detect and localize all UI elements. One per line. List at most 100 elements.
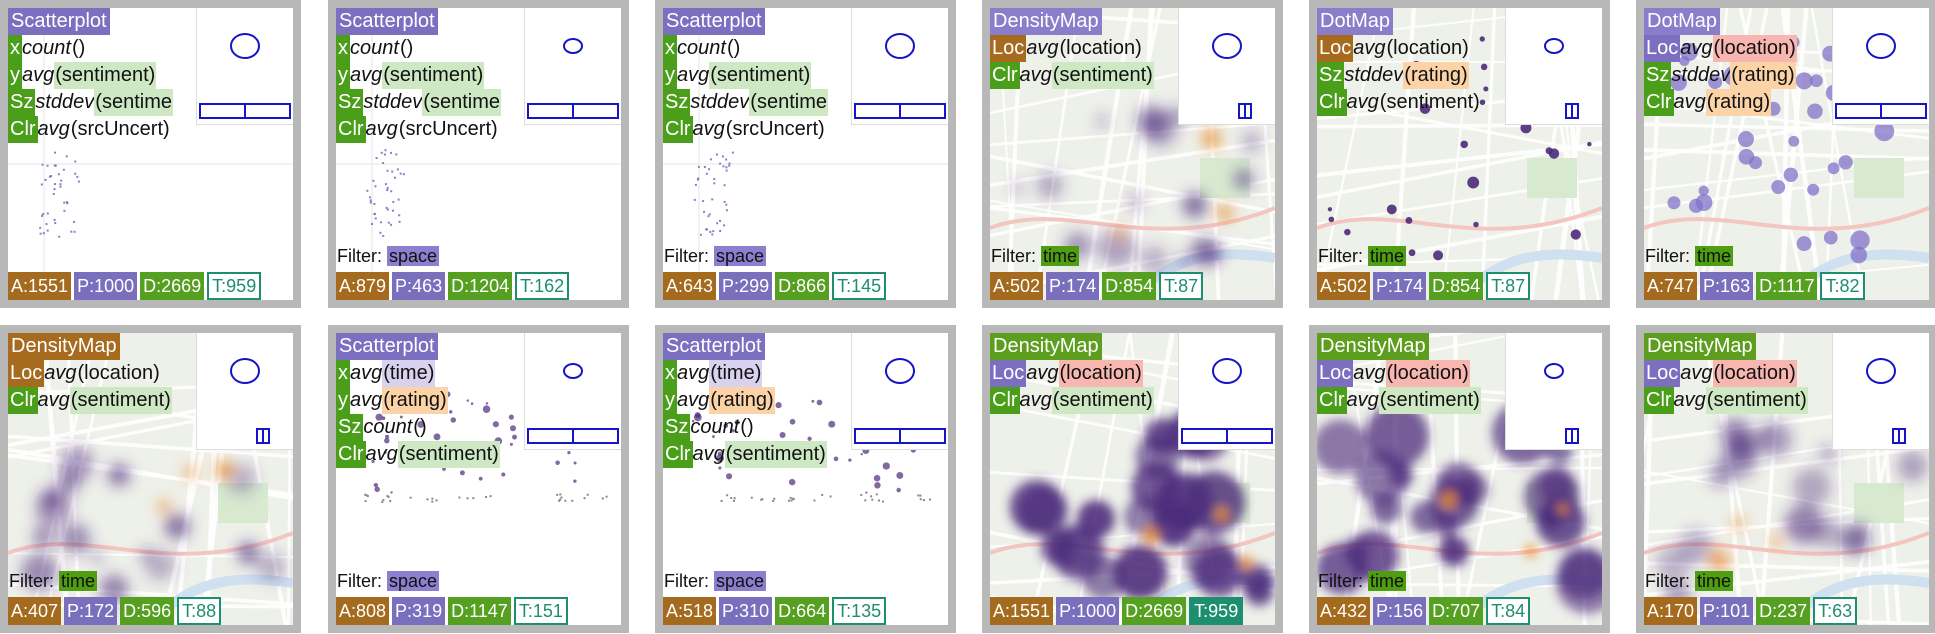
view-panel[interactable]: DensityMap Loc avg (location) Clr avg (sentime… xyxy=(1636,325,1935,633)
channel-chip[interactable]: x xyxy=(663,360,677,387)
channel-chip[interactable]: Clr xyxy=(336,441,366,468)
view-canvas[interactable]: Scatterplot x count() y avg (sentiment) Sz stdd… xyxy=(663,8,948,300)
field-name[interactable]: () xyxy=(413,416,427,438)
field-name[interactable]: (sentiment) xyxy=(1379,91,1480,113)
field-name[interactable]: (location) xyxy=(1712,360,1797,387)
minimap-panel[interactable] xyxy=(1505,333,1602,450)
view-canvas[interactable]: DensityMap Loc avg (location) Clr avg (sentime… xyxy=(990,8,1275,300)
aggregate-function[interactable]: avg xyxy=(37,389,70,411)
aggregate-function[interactable]: avg xyxy=(365,443,398,465)
view-panel[interactable]: DensityMap Loc avg (location) Clr avg (sentime… xyxy=(1309,325,1610,633)
encoding-row[interactable]: Sz count() xyxy=(663,414,827,441)
encoding-row[interactable]: y avg (rating) xyxy=(336,387,500,414)
channel-chip[interactable]: Loc xyxy=(990,35,1027,62)
minimap-panel[interactable] xyxy=(196,8,293,125)
channel-chip[interactable]: Sz xyxy=(336,414,364,441)
field-name[interactable]: (srcUncert) xyxy=(70,118,170,140)
aggregate-function[interactable]: avg xyxy=(22,64,55,86)
encoding-row[interactable]: Loc avg (location) xyxy=(8,360,172,387)
chart-type-title[interactable]: Scatterplot xyxy=(663,333,765,360)
view-canvas[interactable]: DensityMap Loc avg (location) Clr avg (sentime… xyxy=(1317,333,1602,625)
aggregate-function[interactable]: avg xyxy=(1353,37,1386,59)
encoding-row[interactable]: Loc avg (location) xyxy=(1317,360,1481,387)
channel-chip[interactable]: x xyxy=(336,35,350,62)
encoding-row[interactable]: Clr avg (sentiment) xyxy=(336,441,500,468)
selection-ellipse-icon[interactable] xyxy=(885,358,915,384)
selection-ellipse-icon[interactable] xyxy=(885,33,915,59)
aggregate-function[interactable]: avg xyxy=(365,118,398,140)
aggregate-function[interactable]: avg xyxy=(1026,37,1059,59)
channel-chip[interactable]: Sz xyxy=(1317,62,1345,89)
aggregate-function[interactable]: avg xyxy=(1353,362,1386,384)
channel-chip[interactable]: y xyxy=(336,387,350,414)
view-canvas[interactable]: Scatterplot x avg (time) y avg (rating) Sz count… xyxy=(336,333,621,625)
field-name[interactable]: (location) xyxy=(1386,37,1469,59)
channel-chip[interactable]: Clr xyxy=(663,441,693,468)
field-name[interactable]: () xyxy=(726,37,741,59)
minimap-panel[interactable] xyxy=(524,8,621,125)
chart-type-title[interactable]: DensityMap xyxy=(990,8,1102,35)
channel-chip[interactable]: Clr xyxy=(1317,89,1347,116)
encoding-row[interactable]: Sz count() xyxy=(336,414,500,441)
channel-chip[interactable]: Loc xyxy=(1644,35,1681,62)
minimap-panel[interactable] xyxy=(524,333,621,450)
encoding-row[interactable]: y avg (sentiment) xyxy=(8,62,173,89)
view-panel[interactable]: DotMap Loc avg (location) Sz stddev (rating) Cl… xyxy=(1309,0,1610,308)
channel-chip[interactable]: Sz xyxy=(663,89,691,116)
field-name[interactable]: (sentiment) xyxy=(382,62,485,89)
selection-ellipse-icon[interactable] xyxy=(1212,33,1242,59)
filter-chip[interactable]: space xyxy=(714,571,767,591)
field-name[interactable]: (sentime xyxy=(422,89,501,116)
channel-chip[interactable]: Loc xyxy=(8,360,45,387)
filter-chip[interactable]: time xyxy=(1041,246,1080,266)
channel-chip[interactable]: x xyxy=(336,360,350,387)
channel-chip[interactable]: y xyxy=(663,62,677,89)
field-name[interactable]: (srcUncert) xyxy=(725,118,825,140)
field-name[interactable]: () xyxy=(740,416,754,438)
chart-type-title[interactable]: Scatterplot xyxy=(663,8,765,35)
encoding-row[interactable]: x count() xyxy=(663,35,828,62)
view-canvas[interactable]: DotMap Loc avg (location) Sz stddev (rating) Cl… xyxy=(1644,8,1929,300)
aggregate-function[interactable]: avg xyxy=(1026,362,1059,384)
encoding-row[interactable]: Sz stddev (sentime xyxy=(663,89,828,116)
encoding-row[interactable]: Loc avg (location) xyxy=(990,360,1154,387)
aggregate-function[interactable]: count xyxy=(350,37,399,59)
filter-chip[interactable]: time xyxy=(1368,246,1407,266)
channel-chip[interactable]: x xyxy=(8,35,22,62)
aggregate-function[interactable]: stddev xyxy=(690,91,750,113)
channel-chip[interactable]: Sz xyxy=(8,89,36,116)
channel-chip[interactable]: Clr xyxy=(990,387,1020,414)
filter-chip[interactable]: space xyxy=(387,571,440,591)
encoding-row[interactable]: Loc avg (location) xyxy=(990,35,1154,62)
minimap-panel[interactable] xyxy=(1178,8,1275,125)
field-name[interactable]: (sentime xyxy=(94,89,173,116)
channel-chip[interactable]: Clr xyxy=(8,116,38,143)
view-canvas[interactable]: Scatterplot x count() y avg (sentiment) Sz stdd… xyxy=(336,8,621,300)
aggregate-function[interactable]: avg xyxy=(44,362,77,384)
channel-chip[interactable]: Clr xyxy=(1644,387,1674,414)
view-panel[interactable]: DensityMap Loc avg (location) Clr avg (sentime… xyxy=(982,325,1283,633)
field-name[interactable]: (sentiment) xyxy=(1705,387,1808,414)
chart-type-title[interactable]: DensityMap xyxy=(8,333,120,360)
chart-type-title[interactable]: DensityMap xyxy=(1644,333,1756,360)
encoding-row[interactable]: Sz stddev (rating) xyxy=(1644,62,1797,89)
minimap-panel[interactable] xyxy=(1832,8,1929,125)
channel-chip[interactable]: Clr xyxy=(990,62,1020,89)
channel-chip[interactable]: Clr xyxy=(1317,387,1347,414)
view-panel[interactable]: Scatterplot x avg (time) y avg (rating) Sz count… xyxy=(655,325,956,633)
view-canvas[interactable]: DensityMap Loc avg (location) Clr avg (sentime… xyxy=(990,333,1275,625)
view-panel[interactable]: Scatterplot x count() y avg (sentiment) Sz stdd… xyxy=(0,0,301,308)
chart-type-title[interactable]: Scatterplot xyxy=(8,8,110,35)
selection-ellipse-icon[interactable] xyxy=(1212,358,1242,384)
minimap-panel[interactable] xyxy=(1178,333,1275,450)
encoding-row[interactable]: Sz stddev (sentime xyxy=(8,89,173,116)
view-canvas[interactable]: Scatterplot x count() y avg (sentiment) Sz stdd… xyxy=(8,8,293,300)
filter-chip[interactable]: time xyxy=(1695,571,1734,591)
encoding-row[interactable]: Clr avg (sentiment) xyxy=(663,441,827,468)
channel-chip[interactable]: Loc xyxy=(1644,360,1681,387)
aggregate-function[interactable]: avg xyxy=(677,389,710,411)
channel-chip[interactable]: Clr xyxy=(8,387,38,414)
selection-ellipse-icon[interactable] xyxy=(1866,358,1896,384)
field-name[interactable]: (location) xyxy=(1385,360,1470,387)
chart-type-title[interactable]: DotMap xyxy=(1644,8,1721,35)
